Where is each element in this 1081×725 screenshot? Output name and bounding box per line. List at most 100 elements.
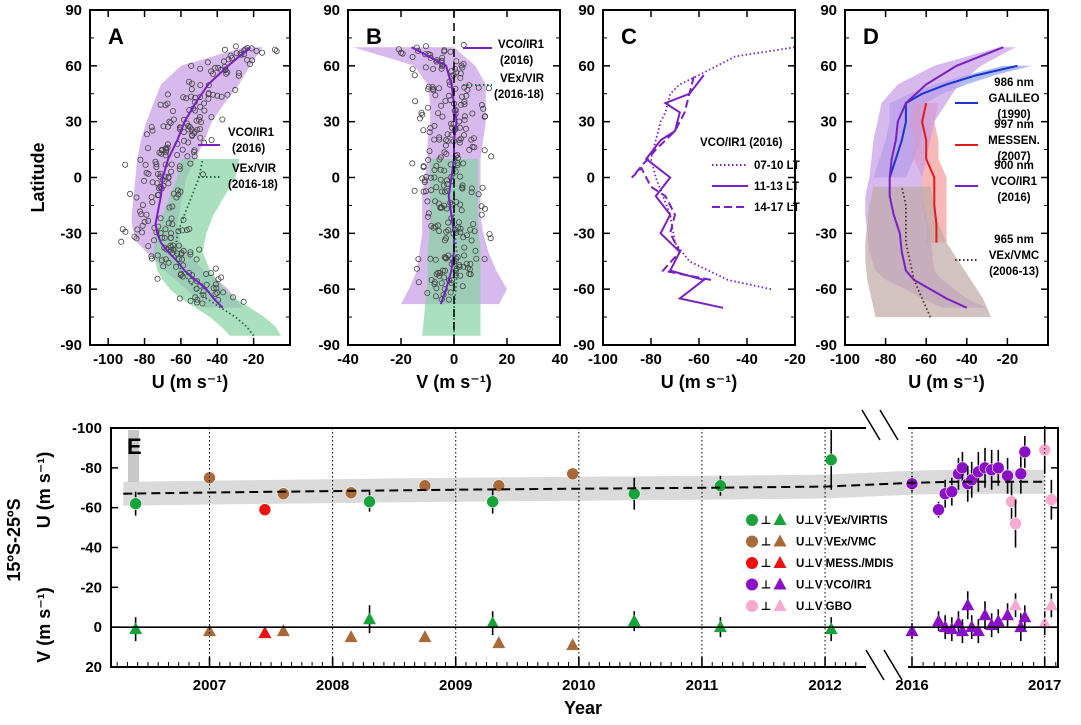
y-tick-label-E: -40 (80, 540, 102, 557)
legend-label-A-1: VEx/VIR (232, 163, 277, 175)
scatter-point-B (432, 92, 439, 99)
legend-triangle-E-0 (773, 513, 787, 525)
scatter-point-B (456, 173, 463, 180)
x-axis-label-D: U (m s⁻¹) (908, 372, 985, 392)
scatter-point-A (193, 256, 200, 263)
scatter-point-A (205, 95, 212, 102)
scatter-point-B (439, 113, 446, 120)
y-tick-label-E: -100 (72, 420, 102, 437)
y-tick-label-A: -60 (60, 281, 82, 298)
scatter-point-A (178, 251, 185, 258)
scatter-point-A (133, 235, 140, 242)
scatter-point-A (141, 177, 148, 184)
point-E-2 (277, 487, 290, 501)
legend-label-E-2: U⊥V MESS./MDIS (796, 558, 894, 570)
y-tick-label-B: -90 (318, 337, 340, 354)
scatter-point-B (420, 164, 427, 171)
legend-label-D-3: 965 nm (994, 234, 1034, 246)
scatter-point-A (180, 216, 187, 223)
scatter-point-A (187, 251, 194, 258)
scatter-point-A (166, 204, 173, 211)
x-tick-label-E: 2009 (439, 677, 472, 694)
scatter-point-A (180, 137, 187, 144)
scatter-point-A (187, 249, 194, 256)
point-E-0 (714, 479, 727, 493)
scatter-point-B (445, 296, 452, 303)
scatter-point-B (485, 85, 492, 92)
scatter-point-A (249, 57, 256, 64)
scatter-point-A (192, 294, 199, 301)
scatter-point-A (232, 86, 239, 93)
x-tick-label-C: -20 (784, 351, 806, 368)
scatter-point-A (204, 59, 211, 66)
y-tick-label-D: -30 (815, 225, 837, 242)
scatter-point-B (457, 135, 464, 142)
y-axis-label-A: Latitude (28, 143, 48, 213)
legend-label-B-1: VEx/VIR (500, 73, 545, 85)
x-tick-label-B: -20 (390, 351, 412, 368)
y-tick-label-E: 0 (94, 619, 102, 636)
scatter-point-A (167, 230, 174, 237)
scatter-point-B (478, 211, 485, 218)
x-tick-label-E: 2010 (562, 677, 595, 694)
x-tick-label-A: -20 (243, 351, 265, 368)
legend-perp-E-2: ⊥ (761, 558, 772, 570)
scatter-point-B (431, 136, 438, 143)
x-tick-label-D: -80 (875, 351, 897, 368)
y-tick-label-E: 20 (85, 659, 102, 676)
scatter-point-B (469, 110, 476, 117)
axis-break-gap-E (866, 664, 908, 670)
scatter-point-A (213, 284, 220, 291)
scatter-point-A (200, 292, 207, 299)
scatter-point-A (176, 163, 183, 170)
legend-title-C: VCO/IR1 (2016) (700, 137, 783, 149)
legend-label-A-0b: (2016) (232, 143, 265, 155)
y-tick-label-D: 60 (820, 58, 837, 75)
scatter-point-B (470, 221, 477, 228)
scatter-point-A (208, 114, 215, 121)
x-tick-label-B: 0 (450, 351, 458, 368)
scatter-point-B (435, 110, 442, 117)
legend-perp-E-1: ⊥ (761, 537, 772, 549)
scatter-point-A (139, 202, 146, 209)
scatter-point-B (409, 160, 416, 167)
scatter-point-A (169, 203, 176, 210)
scatter-point-B (431, 166, 438, 173)
legend-circle-E-0 (746, 514, 758, 526)
scatter-point-B (431, 122, 438, 129)
scatter-point-A (212, 64, 219, 71)
legend-circle-E-2 (746, 557, 758, 569)
scatter-point-A (173, 250, 180, 257)
scatter-point-A (185, 126, 192, 133)
y-tick-label-C: 30 (578, 114, 595, 131)
scatter-point-B (414, 47, 421, 54)
triangle-E-7 (905, 624, 919, 637)
scatter-point-A (177, 272, 184, 279)
scatter-point-A (210, 285, 217, 292)
legend-label-D-0: (1990) (997, 109, 1030, 121)
scatter-point-A (219, 116, 226, 123)
scatter-point-B (444, 131, 451, 138)
triangle-E-3 (566, 638, 580, 651)
scatter-point-A (203, 270, 210, 277)
triangle-E-1 (713, 620, 727, 633)
scatter-point-B (486, 231, 493, 238)
triangle-E-7 (945, 622, 959, 635)
legend-triangle-E-4 (773, 599, 787, 611)
scatter-point-B (425, 156, 432, 163)
legend-label-C-0: 07-10 LT (754, 160, 800, 172)
scatter-point-A (154, 252, 161, 259)
scatter-point-B (445, 252, 452, 259)
legend-label-B-0: VCO/IR1 (498, 39, 545, 51)
scatter-point-A (224, 91, 231, 98)
scatter-point-B (438, 65, 445, 72)
panel-frame-E (110, 427, 1059, 668)
scatter-point-A (183, 95, 190, 102)
scatter-point-B (478, 102, 485, 109)
scatter-point-B (441, 167, 448, 174)
y-tick-label-E: -20 (80, 579, 102, 596)
scatter-point-B (437, 204, 444, 211)
triangle-E-7 (965, 620, 979, 633)
x-axis-label-E: Year (564, 698, 602, 718)
y-tick-label-E: -60 (80, 500, 102, 517)
